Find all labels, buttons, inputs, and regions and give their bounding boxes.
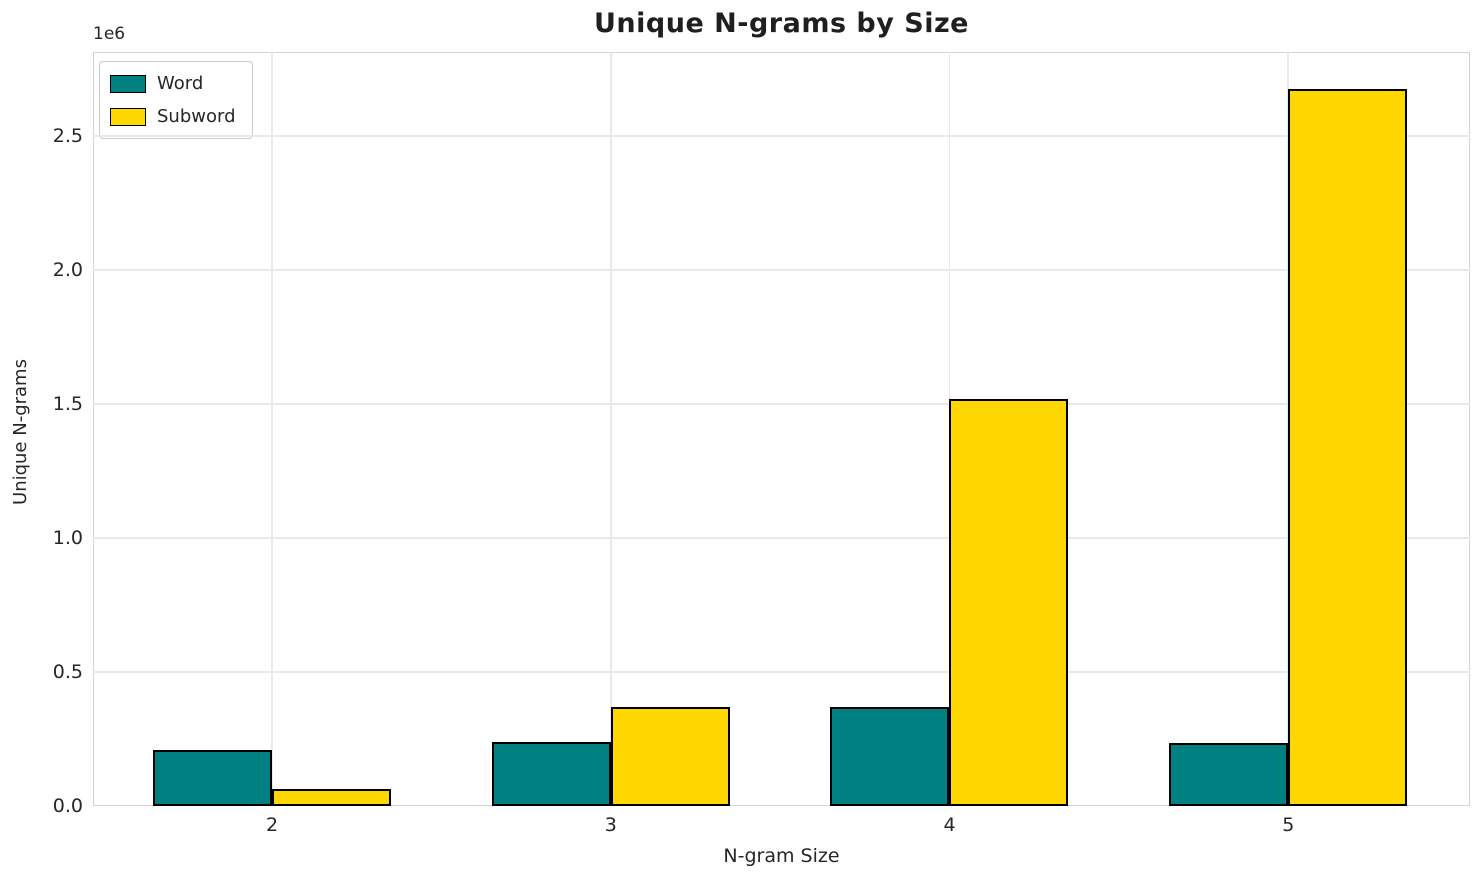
bar-word — [830, 706, 950, 806]
legend-label-subword: Subword — [157, 106, 236, 127]
bar-subword — [1288, 88, 1408, 806]
chart-title: Unique N-grams by Size — [594, 8, 969, 39]
y-tick-label: 0.0 — [52, 795, 83, 817]
bar-subword — [272, 789, 391, 806]
x-axis-label: N-gram Size — [723, 845, 840, 867]
y-axis-label: Unique N-grams — [10, 359, 31, 505]
gridline-horizontal — [93, 537, 1470, 539]
x-tick-label: 5 — [1282, 814, 1295, 836]
legend-label-word: Word — [157, 73, 204, 94]
bar-subword — [610, 706, 730, 806]
y-tick-label: 1.5 — [52, 392, 83, 415]
legend-swatch-word — [110, 74, 146, 93]
gridline-horizontal — [93, 269, 1470, 271]
gridline-horizontal — [93, 135, 1470, 137]
legend-item-word: Word — [110, 69, 236, 98]
gridline-vertical — [271, 52, 273, 806]
legend-item-subword: Subword — [110, 102, 236, 131]
x-tick-label: 2 — [265, 814, 279, 836]
y-axis-offset-label: 1e6 — [93, 24, 126, 44]
y-tick-label: 2.0 — [52, 258, 83, 281]
x-tick-label: 3 — [604, 814, 617, 836]
y-tick-label: 2.5 — [52, 124, 83, 147]
plot-area — [93, 52, 1470, 806]
y-tick-label: 0.5 — [52, 660, 83, 683]
legend-swatch-subword — [110, 107, 146, 126]
bar-word — [491, 741, 611, 806]
gridline-horizontal — [93, 403, 1470, 405]
x-tick-label: 4 — [943, 814, 956, 836]
legend: Word Subword — [99, 61, 253, 139]
y-tick-label: 1.0 — [52, 526, 83, 549]
gridline-horizontal — [93, 671, 1470, 673]
gridline-vertical — [610, 52, 612, 806]
bar-word — [1169, 743, 1289, 806]
bar-word — [153, 749, 272, 806]
bar-subword — [949, 398, 1069, 806]
